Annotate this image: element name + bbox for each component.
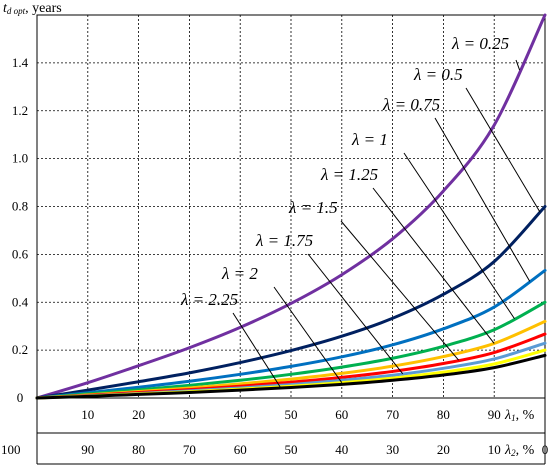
- x1-tick-label: 60: [335, 407, 348, 422]
- annotation-leader-4: [403, 152, 515, 320]
- x1-tick-label: 80: [437, 407, 450, 422]
- annotation-leader-7: [307, 253, 404, 375]
- series-line-2: [35, 205, 547, 400]
- x1-tick-label: 40: [234, 407, 247, 422]
- axis-titles: td opt, years λ1, % λ2, %: [3, 1, 535, 458]
- tick-labels: 0 0.2 0.4 0.6 0.8 1.0 1.2 1.4 10 20 30 40 50 60 70 80 90…: [1, 55, 548, 457]
- annotation-label-5: λ = 1.25: [320, 165, 378, 184]
- x2-tick-label: 30: [386, 442, 399, 457]
- x2-tick-label: 70: [183, 442, 196, 457]
- annotation-leader-9: [232, 312, 282, 389]
- annotation-label-9: λ = 2.25: [180, 290, 238, 309]
- series-line-1: [35, 13, 547, 400]
- annotation-leader-5: [372, 187, 495, 344]
- x1-tick-label: 20: [132, 407, 145, 422]
- annotation-label-6: λ = 1.5: [288, 198, 338, 217]
- x2-tick-label: 80: [132, 442, 145, 457]
- annotation-leaders: [232, 59, 541, 389]
- annotation-label-7: λ = 1.75: [255, 231, 313, 250]
- annotation-label-2: λ = 0.5: [413, 65, 463, 84]
- annotation-leader-2: [465, 87, 541, 213]
- x1-tick-label: 30: [183, 407, 196, 422]
- y-tick-label: 0: [17, 390, 24, 405]
- y-axis-title: td opt, years: [3, 1, 62, 16]
- annotation-label-1: λ = 0.25: [451, 34, 509, 53]
- series-line-9: [35, 353, 547, 400]
- series-lines: [35, 13, 547, 400]
- annotation-label-4: λ = 1: [351, 130, 388, 149]
- annotation-leader-6: [340, 220, 460, 361]
- y-tick-label: 1.0: [12, 151, 28, 166]
- x2-tick-label: 10: [488, 442, 501, 457]
- x2-tick-label: 20: [437, 442, 450, 457]
- annotation-label-8: λ = 2: [221, 264, 258, 283]
- x2-tick-label: 60: [234, 442, 247, 457]
- x1-tick-label: 90: [488, 407, 501, 422]
- x2-axis-title: λ2, %: [504, 443, 535, 458]
- annotation-leader-3: [434, 117, 531, 282]
- x2-tick-label: 50: [285, 442, 298, 457]
- annotation-label-3: λ = 0.75: [382, 95, 440, 114]
- x1-tick-label: 50: [285, 407, 298, 422]
- x2-tick-label: 40: [335, 442, 348, 457]
- y-tick-label: 1.2: [12, 103, 28, 118]
- x2-tick-label: 0: [542, 442, 549, 457]
- x2-tick-label: 100: [1, 442, 21, 457]
- x1-tick-label: 70: [386, 407, 399, 422]
- y-tick-label: 0.4: [12, 294, 29, 309]
- y-tick-label: 0.2: [12, 342, 28, 357]
- annotation-labels: λ = 0.25 λ = 0.5 λ = 0.75 λ = 1 λ = 1.25 λ = …: [180, 34, 509, 309]
- y-tick-label: 1.4: [12, 55, 29, 70]
- x1-tick-label: 10: [81, 407, 94, 422]
- x2-tick-label: 90: [81, 442, 94, 457]
- x1-axis-title: λ1, %: [504, 408, 535, 423]
- series-line-3: [35, 268, 547, 400]
- annotation-leader-8: [273, 286, 343, 383]
- annotation-leader-1: [515, 59, 521, 71]
- y-tick-label: 0.6: [12, 246, 29, 261]
- y-tick-label: 0.8: [12, 199, 28, 214]
